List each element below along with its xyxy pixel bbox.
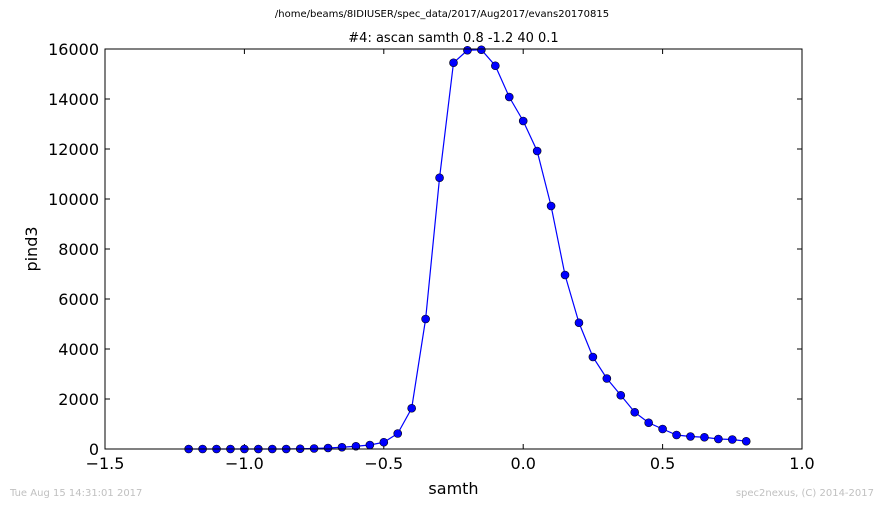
data-point [477,45,486,55]
data-point [351,441,361,451]
data-point [560,270,570,280]
x-tick-label: −1.0 [225,454,264,473]
data-point [672,430,681,440]
data-point [393,429,403,438]
x-tick-label: 1.0 [789,454,814,473]
x-tick-label: 0.5 [650,454,675,473]
timestamp-footer: Tue Aug 15 14:31:01 2017 [10,488,143,499]
data-series [184,45,751,454]
data-point [546,201,556,211]
chart-title: #4: ascan samth 0.8 -1.2 40 0.1 [348,31,558,46]
data-point [518,116,528,126]
data-point [588,352,598,362]
y-tick-label: 0 [89,440,99,459]
data-point [616,390,626,400]
x-axis-label: samth [428,479,478,498]
data-point [323,443,333,453]
data-point [644,418,653,428]
plot-frame [104,48,803,450]
data-point [421,314,430,324]
data-point [407,403,416,413]
y-tick-label: 8000 [58,240,99,259]
axis-ticks [104,48,803,450]
data-point [658,424,667,434]
y-tick-label: 14000 [48,90,99,109]
y-tick-label: 12000 [48,140,99,159]
y-axis-label: pind3 [22,226,41,271]
data-point [379,437,389,447]
data-point [602,374,612,383]
data-point [700,432,709,442]
y-tick-label: 4000 [58,340,99,359]
data-point [365,440,375,450]
data-point [574,318,584,328]
data-point [686,432,695,441]
data-point [630,407,640,417]
data-point [727,435,737,444]
data-point [504,92,514,102]
y-tick-label: 2000 [58,390,99,409]
series-line [188,49,747,450]
y-tick-label: 6000 [58,290,99,309]
data-point [714,434,723,444]
credit-footer: spec2nexus, (C) 2014-2017 [735,488,874,499]
y-tick-label: 10000 [48,190,99,209]
tick-labels: −1.5 −1.0 −0.5 0.0 0.5 1.0 0 2000 4000 6000 8000 10… [48,40,815,473]
data-point [491,61,500,71]
data-point [435,173,444,183]
x-tick-label: −0.5 [364,454,403,473]
data-point [741,436,751,446]
file-path-title: /home/beams/8IDIUSER/spec_data/2017/Aug2… [274,9,610,20]
data-point [449,58,458,68]
data-point [337,442,347,452]
data-point [532,146,542,156]
x-tick-label: 0.0 [510,454,535,473]
y-tick-label: 16000 [48,40,99,59]
data-point [463,45,472,55]
x-tick-label: −1.5 [86,454,125,473]
